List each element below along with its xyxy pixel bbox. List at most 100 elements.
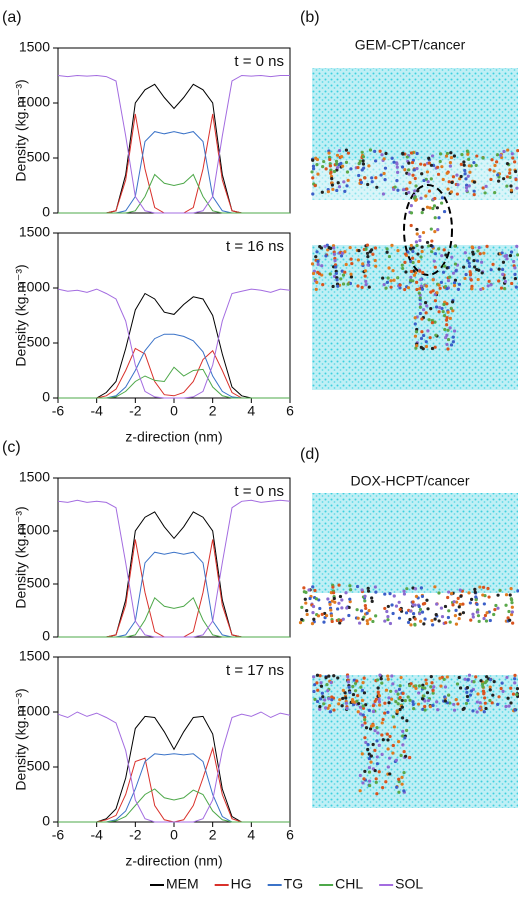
atom — [356, 710, 360, 714]
atom — [510, 605, 514, 609]
atom — [328, 602, 332, 606]
atom — [418, 619, 423, 623]
atom — [401, 691, 405, 695]
atom — [472, 193, 476, 197]
atom — [480, 682, 485, 686]
atom — [330, 183, 335, 187]
atom — [464, 272, 468, 277]
atom — [471, 612, 475, 616]
atom — [384, 151, 388, 156]
atom — [445, 342, 449, 347]
atom — [475, 602, 479, 606]
atom — [470, 284, 474, 288]
atom — [468, 270, 472, 274]
atom — [458, 177, 462, 181]
atom — [408, 617, 412, 622]
atom — [411, 246, 415, 250]
atom — [319, 684, 324, 688]
atom — [363, 769, 367, 773]
atom — [487, 595, 491, 599]
atom — [465, 189, 469, 193]
atom — [325, 683, 329, 687]
atom — [389, 689, 393, 693]
atom — [420, 330, 424, 334]
atom — [396, 248, 400, 253]
atom — [516, 589, 519, 593]
atom — [381, 717, 385, 722]
atom — [439, 606, 444, 610]
atom — [382, 157, 386, 161]
atom — [502, 276, 506, 280]
atom — [415, 232, 419, 236]
atom — [475, 154, 479, 158]
atom — [404, 252, 408, 256]
atom — [388, 772, 392, 776]
y-axis-label: Density (kg.m⁻³) — [13, 79, 29, 181]
atom — [459, 594, 463, 598]
atom — [453, 244, 457, 248]
atom — [484, 184, 488, 188]
y-tick-label: 500 — [27, 149, 51, 165]
atom — [387, 254, 392, 259]
atom — [385, 280, 390, 284]
atom — [439, 201, 444, 205]
atom — [390, 674, 394, 678]
atom — [420, 211, 424, 215]
atom — [435, 700, 439, 704]
atom — [377, 770, 381, 774]
atom — [371, 742, 375, 747]
atom — [506, 148, 510, 152]
atom — [437, 591, 441, 595]
atom — [454, 622, 459, 626]
atom — [341, 617, 345, 621]
atom — [496, 173, 500, 177]
atom — [337, 148, 342, 153]
atom — [390, 243, 394, 247]
atom — [392, 278, 396, 282]
atom — [436, 165, 440, 169]
plot-frame — [57, 232, 291, 399]
atom — [339, 254, 344, 258]
atom — [442, 302, 446, 307]
atom — [488, 685, 492, 689]
atom — [483, 701, 487, 705]
atom — [504, 603, 508, 607]
atom — [445, 266, 449, 270]
atom — [476, 610, 480, 614]
atom — [464, 177, 468, 181]
atom — [383, 711, 387, 715]
atom — [443, 695, 447, 699]
atom — [449, 190, 454, 194]
atom — [430, 618, 434, 623]
atom — [412, 707, 416, 711]
atom — [304, 601, 308, 605]
atom — [407, 168, 411, 172]
panel-label: (c) — [2, 439, 21, 456]
y-axis-label: Density (kg.m⁻³) — [13, 506, 29, 608]
atom — [433, 320, 437, 324]
atom — [311, 611, 315, 615]
atom — [433, 252, 438, 256]
atom — [311, 164, 316, 168]
atom — [431, 206, 435, 211]
atom — [497, 695, 501, 699]
atom — [393, 185, 397, 189]
atom — [317, 598, 321, 602]
series-line — [58, 173, 290, 214]
atom — [339, 277, 343, 281]
atom — [386, 710, 390, 714]
x-tick-label: 0 — [170, 403, 178, 419]
atom — [360, 688, 365, 692]
atom — [311, 176, 315, 180]
atom — [409, 682, 413, 686]
atom — [459, 174, 463, 179]
atom — [437, 216, 441, 220]
atom — [443, 699, 447, 703]
atom — [461, 602, 465, 606]
atom — [315, 157, 320, 162]
atom — [343, 691, 347, 695]
atom — [378, 703, 382, 707]
atom — [367, 779, 372, 783]
atom — [327, 697, 331, 701]
atom — [316, 614, 321, 618]
